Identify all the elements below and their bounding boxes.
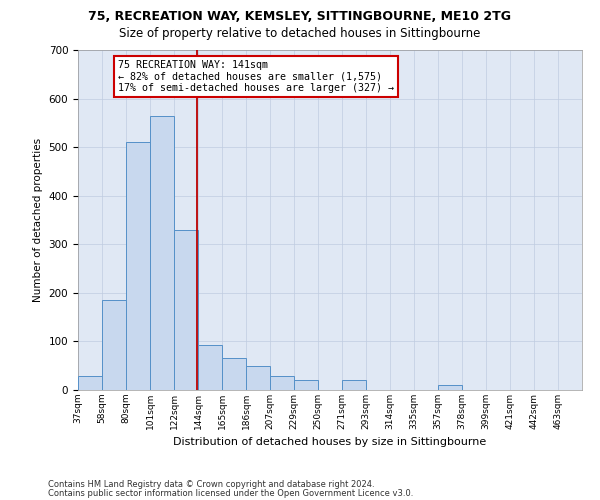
Text: Contains public sector information licensed under the Open Government Licence v3: Contains public sector information licen… — [48, 489, 413, 498]
Bar — [198, 346, 222, 390]
Bar — [270, 376, 294, 390]
X-axis label: Distribution of detached houses by size in Sittingbourne: Distribution of detached houses by size … — [173, 438, 487, 448]
Bar — [342, 380, 366, 390]
Text: 75 RECREATION WAY: 141sqm
← 82% of detached houses are smaller (1,575)
17% of se: 75 RECREATION WAY: 141sqm ← 82% of detac… — [118, 60, 394, 94]
Bar — [78, 376, 102, 390]
Text: 75, RECREATION WAY, KEMSLEY, SITTINGBOURNE, ME10 2TG: 75, RECREATION WAY, KEMSLEY, SITTINGBOUR… — [89, 10, 511, 23]
Bar — [174, 230, 198, 390]
Bar — [222, 358, 246, 390]
Bar — [246, 366, 270, 390]
Bar — [294, 380, 318, 390]
Text: Size of property relative to detached houses in Sittingbourne: Size of property relative to detached ho… — [119, 28, 481, 40]
Text: Contains HM Land Registry data © Crown copyright and database right 2024.: Contains HM Land Registry data © Crown c… — [48, 480, 374, 489]
Bar — [102, 300, 126, 390]
Bar — [126, 142, 150, 390]
Bar — [438, 385, 462, 390]
Y-axis label: Number of detached properties: Number of detached properties — [33, 138, 43, 302]
Bar — [150, 116, 174, 390]
